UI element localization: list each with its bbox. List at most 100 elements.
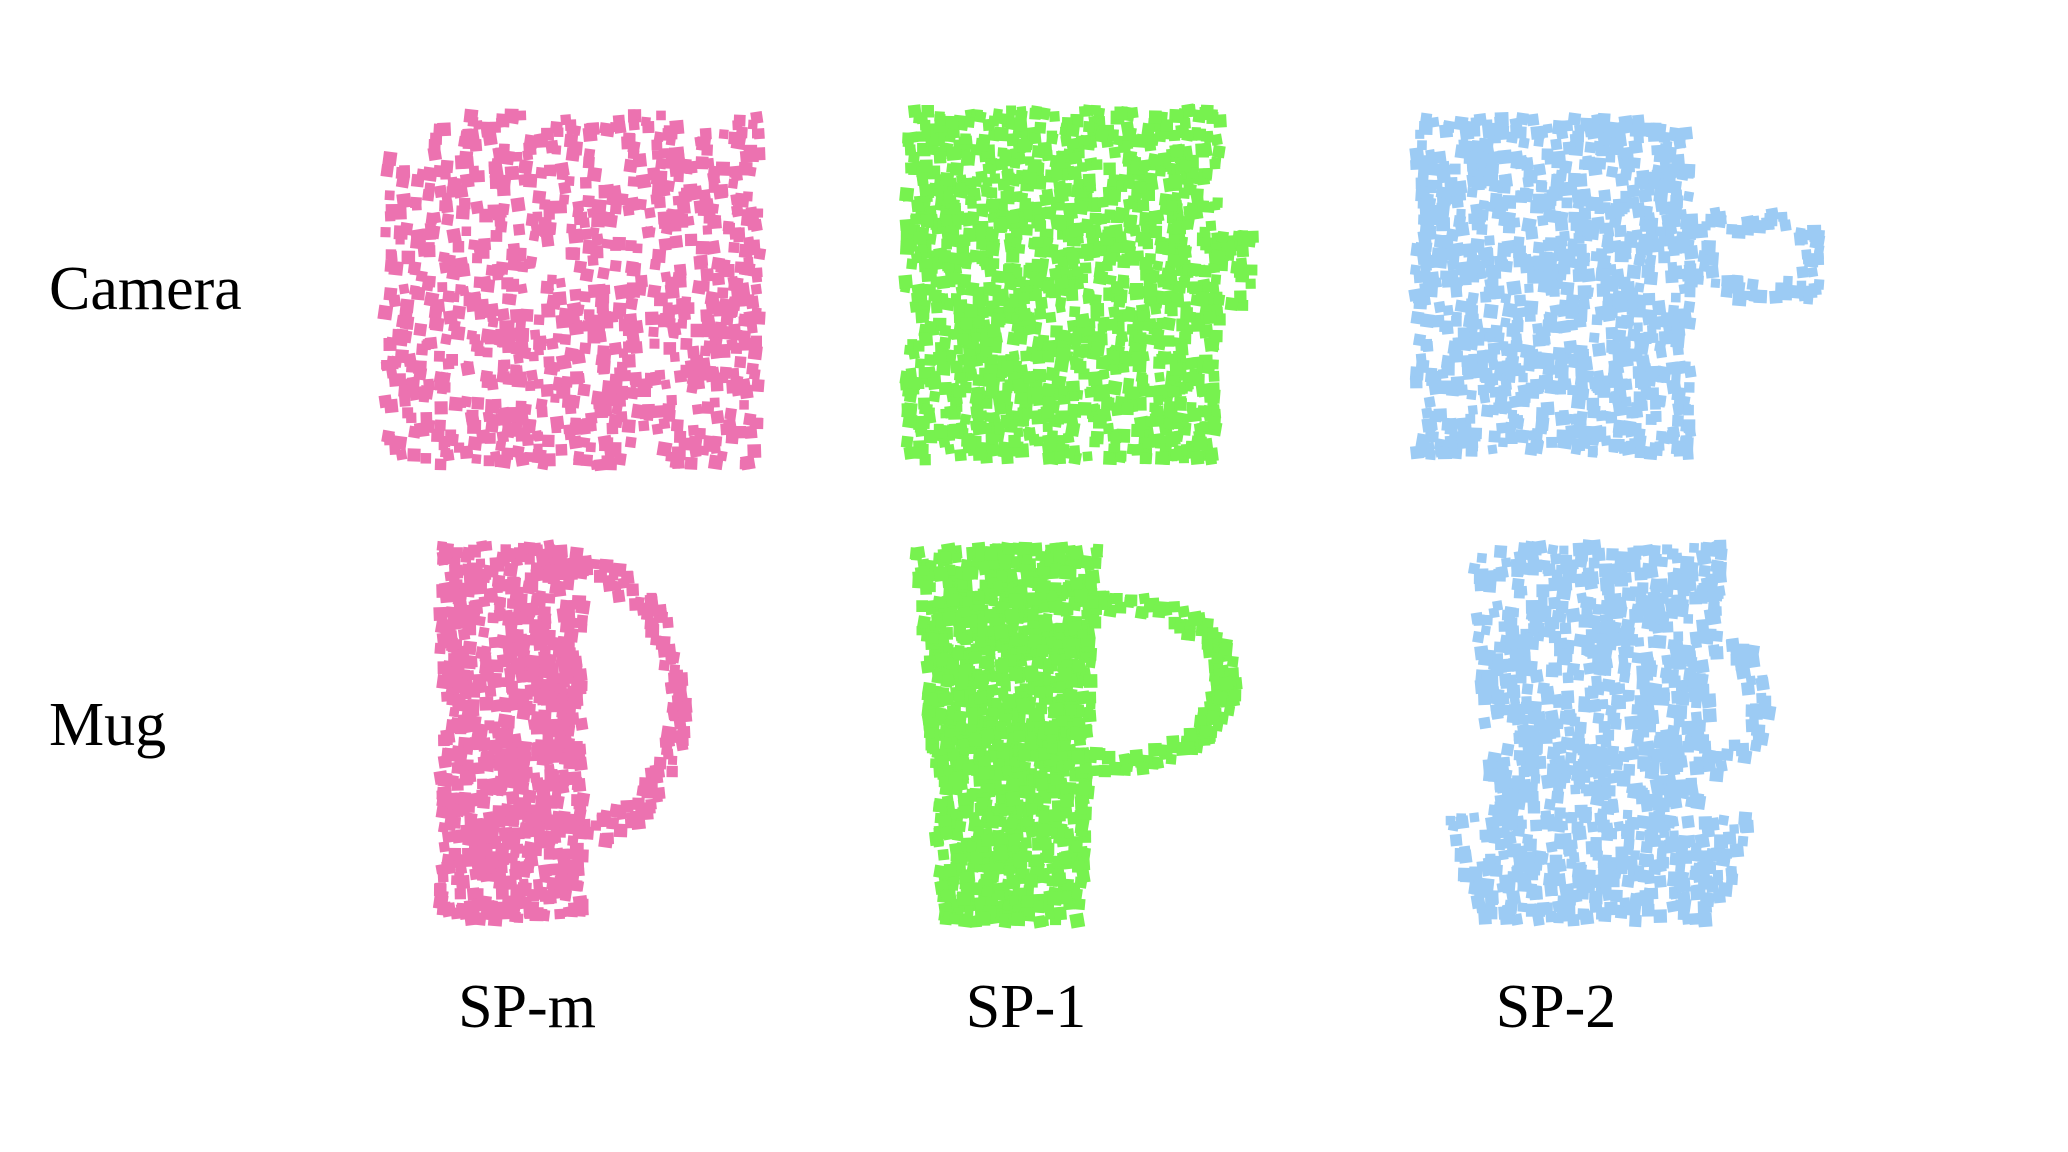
square-point: [1467, 292, 1479, 304]
square-point: [434, 419, 446, 431]
square-point: [480, 758, 495, 773]
square-point: [934, 424, 949, 439]
square-point: [522, 700, 533, 711]
square-point: [716, 343, 731, 359]
square-point: [525, 380, 536, 392]
square-point: [495, 413, 508, 426]
square-point: [1199, 106, 1213, 121]
square-point: [452, 241, 465, 253]
square-point: [1082, 451, 1093, 462]
square-point: [1426, 376, 1436, 386]
square-point: [642, 403, 656, 417]
square-point: [933, 150, 947, 164]
square-point: [533, 835, 548, 849]
square-point: [960, 317, 974, 330]
square-point: [442, 449, 455, 462]
square-point: [461, 226, 472, 237]
square-point: [407, 448, 421, 462]
square-point: [462, 832, 477, 847]
square-point: [622, 132, 635, 145]
square-point: [1042, 451, 1056, 465]
square-point: [554, 908, 566, 920]
square-point: [974, 110, 987, 124]
square-point: [451, 693, 467, 709]
square-point: [730, 134, 747, 151]
square-point: [1532, 430, 1543, 441]
square-point: [395, 174, 411, 189]
square-point: [1014, 118, 1028, 132]
square-point: [653, 292, 668, 307]
square-point: [439, 588, 455, 604]
square-point: [1670, 292, 1681, 303]
square-point: [457, 628, 471, 641]
square-point: [472, 850, 483, 861]
square-point: [1006, 105, 1017, 116]
square-point: [1671, 386, 1687, 402]
square-point: [660, 271, 672, 283]
square-point: [1570, 393, 1587, 410]
square-point: [943, 190, 954, 201]
square-point: [1633, 322, 1643, 332]
square-point: [667, 708, 679, 721]
square-point: [718, 325, 734, 340]
square-point: [392, 435, 408, 451]
square-point: [1178, 187, 1191, 200]
square-point: [691, 403, 703, 415]
square-point: [677, 319, 688, 329]
square-point: [1683, 404, 1694, 416]
square-point: [1667, 304, 1679, 316]
square-point: [1210, 329, 1223, 343]
square-point: [386, 355, 400, 370]
square-point: [1136, 374, 1149, 386]
square-point: [540, 233, 555, 248]
square-point: [501, 339, 516, 354]
square-point: [1535, 416, 1550, 432]
square-point: [1668, 265, 1683, 280]
square-point: [1466, 253, 1481, 269]
square-point: [669, 303, 682, 316]
square-point: [1441, 362, 1455, 376]
square-point: [1195, 143, 1209, 157]
square-point: [1542, 238, 1556, 252]
square-point: [1601, 308, 1616, 323]
square-point: [1004, 273, 1015, 285]
square-point: [1045, 311, 1057, 324]
square-point: [658, 659, 671, 672]
square-point: [1419, 313, 1435, 329]
square-point: [1021, 408, 1033, 420]
square-point: [948, 202, 962, 216]
square-point: [1169, 362, 1183, 376]
square-point: [1556, 429, 1571, 444]
square-point: [609, 259, 622, 272]
square-point: [1494, 195, 1510, 212]
square-point: [516, 427, 531, 442]
square-point: [684, 233, 698, 247]
square-point: [1660, 178, 1673, 191]
square-point: [1165, 200, 1178, 212]
square-point: [560, 716, 572, 727]
square-point: [653, 131, 665, 142]
square-point: [1677, 307, 1692, 323]
square-point: [609, 442, 622, 454]
square-point: [1565, 293, 1580, 308]
square-point: [738, 337, 752, 351]
square-point: [629, 319, 644, 335]
square-point: [687, 424, 700, 436]
square-point: [467, 435, 483, 451]
square-point: [544, 795, 558, 809]
square-point: [1777, 211, 1788, 222]
square-point: [900, 435, 914, 449]
square-point: [388, 374, 402, 387]
square-point: [721, 299, 736, 314]
square-point: [469, 600, 483, 614]
square-point: [561, 375, 574, 388]
square-point: [594, 283, 607, 295]
square-point: [495, 440, 507, 452]
square-point: [1634, 374, 1649, 389]
square-point: [1173, 280, 1187, 294]
square-point: [446, 353, 459, 366]
square-point: [551, 144, 562, 155]
square-point: [1591, 113, 1604, 126]
square-point: [1004, 263, 1014, 273]
square-point: [482, 347, 493, 358]
